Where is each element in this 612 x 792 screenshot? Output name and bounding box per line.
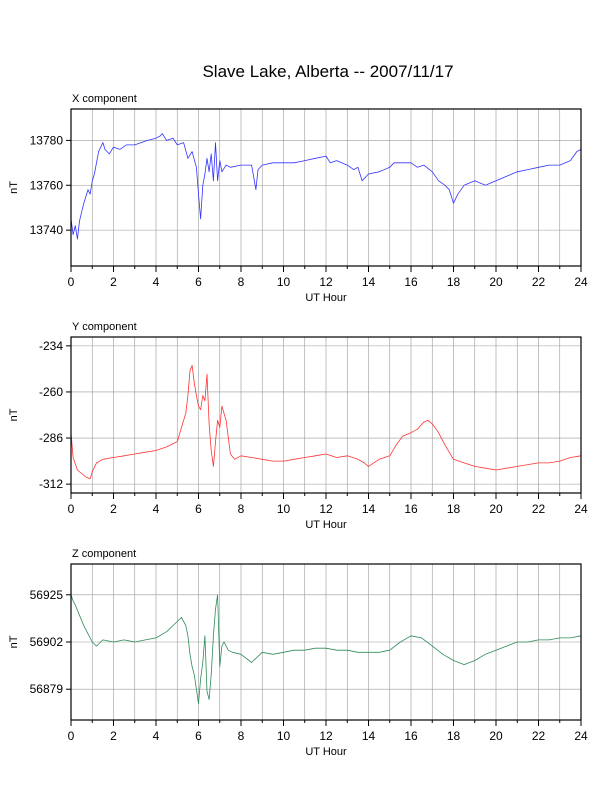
x-tick-label: 16: [404, 502, 418, 516]
y-axis-label: nT: [8, 635, 20, 648]
y-tick-label: 13780: [30, 133, 64, 147]
y-tick-label: -234: [39, 339, 63, 353]
y-tick-label: 13740: [30, 223, 64, 237]
x-tick-label: 10: [277, 502, 291, 516]
x-tick-label: 12: [319, 729, 333, 743]
x-tick-label: 2: [110, 275, 117, 289]
x-tick-label: 2: [110, 502, 117, 516]
x-axis-label: UT Hour: [305, 519, 347, 531]
data-series-line: [70, 364, 582, 480]
x-tick-label: 10: [277, 275, 291, 289]
x-tick-label: 2: [110, 729, 117, 743]
data-series-line: [70, 133, 582, 240]
y-tick-label: 56879: [30, 682, 64, 696]
figure-title: Slave Lake, Alberta -- 2007/11/17: [202, 62, 453, 81]
x-tick-label: 0: [68, 502, 75, 516]
x-tick-label: 18: [447, 729, 461, 743]
x-tick-label: 12: [319, 502, 333, 516]
x-tick-label: 8: [238, 275, 245, 289]
x-tick-label: 4: [153, 275, 160, 289]
x-tick-label: 12: [319, 275, 333, 289]
x-tick-label: 18: [447, 502, 461, 516]
x-tick-label: 16: [404, 275, 418, 289]
x-tick-label: 24: [574, 502, 588, 516]
y-tick-label: -260: [39, 385, 63, 399]
y-tick-label: 56925: [30, 588, 64, 602]
y-axis-label: nT: [8, 408, 20, 421]
x-tick-label: 18: [447, 275, 461, 289]
x-tick-label: 20: [489, 502, 503, 516]
data-series-line: [70, 594, 582, 704]
x-tick-label: 0: [68, 275, 75, 289]
x-axis-label: UT Hour: [305, 292, 347, 304]
x-tick-label: 22: [532, 502, 546, 516]
x-tick-label: 4: [153, 502, 160, 516]
y-tick-label: 56902: [30, 635, 64, 649]
x-tick-label: 0: [68, 729, 75, 743]
x-tick-label: 6: [195, 729, 202, 743]
x-tick-label: 24: [574, 275, 588, 289]
x-tick-label: 20: [489, 275, 503, 289]
panel-title: Z component: [72, 548, 136, 560]
x-tick-label: 4: [153, 729, 160, 743]
y-tick-label: -312: [39, 477, 63, 491]
x-tick-label: 8: [238, 729, 245, 743]
x-tick-label: 8: [238, 502, 245, 516]
x-tick-label: 24: [574, 729, 588, 743]
x-tick-label: 6: [195, 502, 202, 516]
x-tick-label: 14: [362, 502, 376, 516]
x-tick-label: 6: [195, 275, 202, 289]
x-tick-label: 14: [362, 729, 376, 743]
y-axis-label: nT: [8, 181, 20, 194]
x-tick-label: 10: [277, 729, 291, 743]
panel-title: X component: [72, 93, 137, 105]
y-tick-label: -286: [39, 431, 63, 445]
y-tick-label: 13760: [30, 178, 64, 192]
x-axis-label: UT Hour: [305, 746, 347, 758]
x-tick-label: 20: [489, 729, 503, 743]
x-tick-label: 22: [532, 729, 546, 743]
x-tick-label: 16: [404, 729, 418, 743]
x-tick-label: 14: [362, 275, 376, 289]
panel-title: Y component: [72, 321, 137, 333]
x-tick-label: 22: [532, 275, 546, 289]
